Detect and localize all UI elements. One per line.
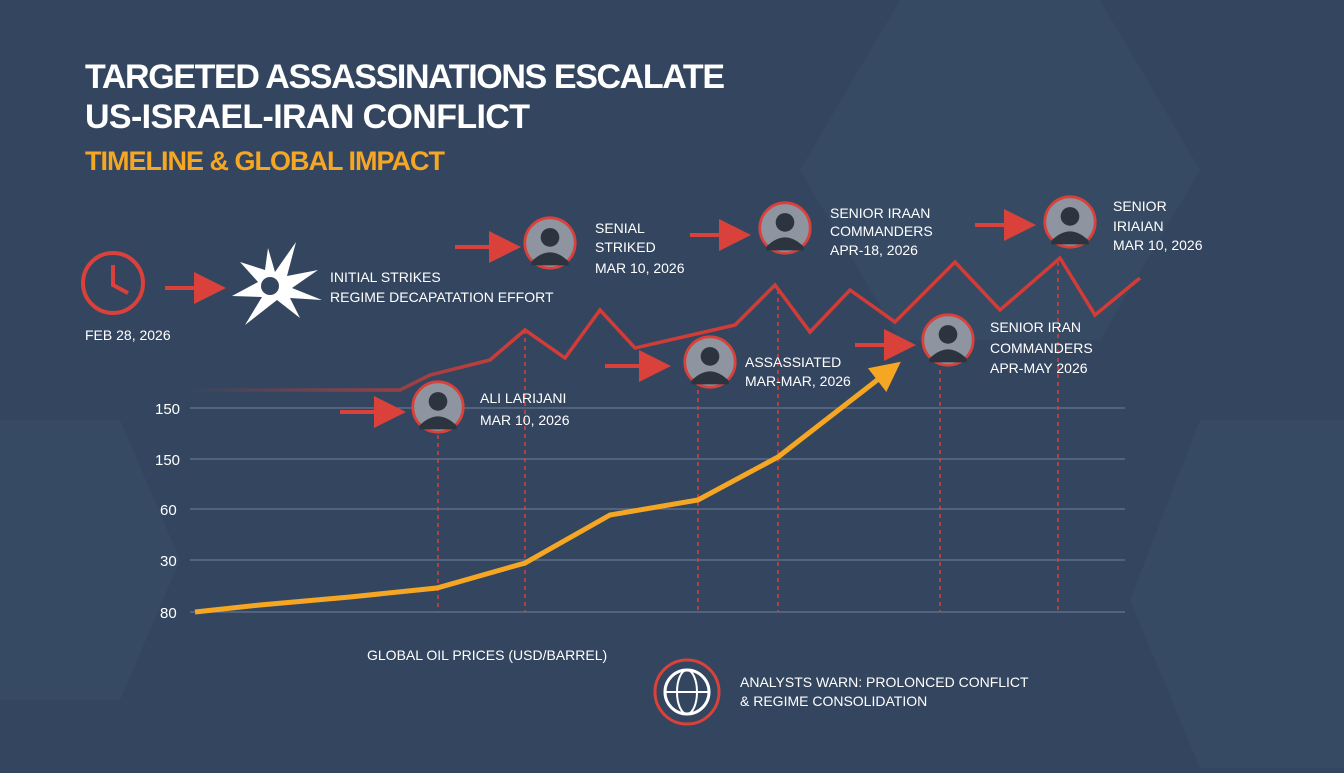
portrait bbox=[411, 380, 465, 434]
portrait bbox=[1043, 195, 1097, 249]
tension-line bbox=[190, 255, 1142, 392]
event-text: SENIOR IRAN bbox=[990, 319, 1081, 335]
event-text: MAR 10, 2026 bbox=[1113, 237, 1203, 253]
portrait bbox=[758, 201, 812, 255]
portrait bbox=[683, 335, 737, 389]
event-text: MAR 10, 2026 bbox=[480, 412, 570, 428]
footer-text: ANALYSTS WARN: PROLONCED CONFLICT bbox=[740, 674, 1029, 690]
event-text: MAR 10, 2026 bbox=[595, 260, 685, 276]
axis-label: 80 bbox=[160, 605, 177, 622]
axis-label: 30 bbox=[160, 553, 177, 570]
event-text: SENIOR bbox=[1113, 198, 1167, 214]
event-text: COMMANDERS bbox=[990, 340, 1093, 356]
event-text: INITIAL STRIKES bbox=[330, 269, 441, 285]
axis-label: 150 bbox=[155, 452, 180, 469]
clock-icon bbox=[81, 251, 145, 315]
arrows bbox=[165, 209, 1036, 428]
event-text: SENIAL bbox=[595, 220, 645, 236]
chart-label: GLOBAL OIL PRICES (USD/BARREL) bbox=[367, 647, 607, 663]
title-line: US-ISRAEL-IRAN CONFLICT bbox=[85, 98, 530, 136]
event-text: APR-18, 2026 bbox=[830, 242, 918, 258]
oil-price-line bbox=[194, 361, 901, 615]
subtitle: TIMELINE & GLOBAL IMPACT bbox=[85, 146, 446, 176]
event-text: ALI LARIJANI bbox=[480, 390, 566, 406]
event-text: MAR-MAR, 2026 bbox=[745, 373, 851, 389]
axis-label: 150 bbox=[155, 401, 180, 418]
event-text: APR-MAY 2026 bbox=[990, 360, 1088, 376]
globe-icon bbox=[653, 658, 721, 726]
event-text: STRIKED bbox=[595, 239, 656, 255]
explosion-icon bbox=[232, 242, 322, 325]
start-date: FEB 28, 2026 bbox=[85, 327, 171, 343]
event-text: ASSASSIATED bbox=[745, 354, 841, 370]
grid bbox=[190, 407, 1125, 613]
event-text: IRIAIAN bbox=[1113, 218, 1164, 234]
portrait bbox=[523, 216, 577, 270]
footer-text: & REGIME CONSOLIDATION bbox=[740, 693, 927, 709]
title-line: TARGETED ASSASSINATIONS ESCALATE bbox=[85, 58, 725, 96]
event-text: SENIOR IRAAN bbox=[830, 205, 930, 221]
event-text: COMMANDERS bbox=[830, 223, 933, 239]
event-text: REGIME DECAPATATION EFFORT bbox=[330, 289, 554, 305]
axis-label: 60 bbox=[160, 502, 177, 519]
portrait bbox=[921, 313, 975, 367]
